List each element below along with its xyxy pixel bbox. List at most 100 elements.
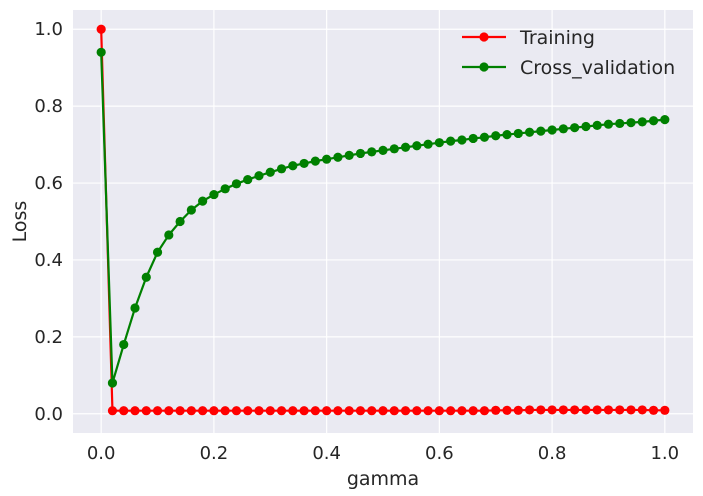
legend-marker	[479, 32, 489, 42]
data-point	[412, 406, 422, 416]
data-point	[231, 179, 242, 189]
data-point	[660, 114, 670, 125]
data-point	[479, 406, 490, 416]
data-point	[243, 406, 253, 416]
data-point	[378, 145, 388, 155]
x-tick-label: 0.6	[425, 443, 454, 464]
data-point	[457, 135, 467, 145]
data-point	[119, 339, 129, 350]
data-point	[491, 405, 501, 415]
data-point	[220, 406, 230, 416]
legend-entry: Training	[462, 27, 595, 49]
y-axis-label: Loss	[9, 201, 31, 243]
data-point	[288, 161, 298, 171]
data-point	[152, 247, 163, 257]
data-point	[524, 127, 535, 137]
legend: Training Cross_validation	[462, 27, 675, 79]
data-point	[265, 406, 275, 416]
data-point	[355, 406, 366, 416]
data-point	[660, 405, 670, 415]
data-point	[367, 147, 377, 157]
data-point	[615, 405, 625, 415]
data-point	[130, 406, 140, 416]
data-point	[434, 406, 444, 416]
grid-lines	[73, 10, 693, 433]
data-point	[491, 131, 501, 141]
data-point	[254, 171, 264, 181]
data-point	[152, 406, 163, 416]
data-point	[96, 24, 106, 34]
data-point	[457, 406, 467, 416]
data-point	[243, 174, 253, 185]
data-point	[299, 158, 309, 169]
data-point	[265, 167, 275, 177]
data-point	[299, 406, 309, 416]
data-point	[254, 406, 264, 416]
data-point	[175, 216, 185, 227]
data-point	[378, 406, 388, 416]
data-point	[209, 189, 219, 200]
x-tick-label: 1.0	[650, 443, 679, 464]
data-point	[547, 405, 557, 415]
data-point	[119, 406, 129, 416]
data-point	[570, 123, 580, 133]
tick-labels: 0.0 0.2 0.4 0.6 0.8 1.0 0.0 0.2 0.4 0.6 0.8 1.0	[34, 19, 679, 464]
data-point	[333, 152, 343, 162]
data-point	[322, 154, 332, 164]
data-point	[288, 406, 298, 416]
data-point	[423, 406, 433, 416]
y-tick-label: 0.2	[34, 327, 63, 348]
x-axis-label: gamma	[347, 468, 419, 490]
legend-label: Training	[519, 27, 595, 49]
data-point	[344, 150, 354, 160]
data-point	[423, 139, 433, 149]
y-tick-label: 0.4	[34, 250, 63, 271]
data-point	[637, 117, 647, 127]
legend-marker	[479, 62, 489, 72]
data-point	[175, 406, 185, 416]
data-point	[389, 406, 399, 416]
data-point	[276, 406, 287, 416]
data-point	[310, 156, 320, 166]
data-point	[570, 405, 580, 415]
data-point	[198, 406, 208, 416]
data-point	[164, 230, 174, 240]
data-point	[502, 405, 512, 415]
data-point	[333, 406, 343, 416]
data-point	[468, 133, 478, 144]
data-point	[558, 405, 568, 415]
data-point	[637, 405, 647, 415]
data-point	[547, 125, 557, 135]
x-tick-label: 0.0	[87, 443, 116, 464]
data-point	[389, 144, 399, 154]
data-point	[186, 205, 196, 215]
data-point	[164, 406, 174, 416]
data-point	[648, 405, 659, 415]
data-point	[536, 126, 546, 136]
data-point	[310, 406, 320, 416]
data-point	[446, 406, 456, 416]
data-point	[276, 164, 287, 174]
data-point	[592, 120, 602, 130]
y-tick-label: 0.8	[34, 96, 63, 117]
data-point	[220, 184, 230, 194]
data-point	[615, 118, 625, 129]
x-tick-label: 0.4	[312, 443, 341, 464]
data-point	[502, 129, 512, 140]
data-point	[130, 303, 140, 313]
data-point	[581, 121, 591, 132]
data-point	[344, 406, 354, 416]
data-point	[322, 406, 332, 416]
data-point	[592, 405, 602, 415]
data-point	[603, 119, 614, 129]
y-tick-label: 0.6	[34, 173, 63, 194]
y-tick-label: 0.0	[34, 404, 63, 425]
data-point	[536, 405, 546, 415]
data-point	[186, 406, 196, 416]
series-training	[96, 24, 670, 416]
x-tick-label: 0.2	[200, 443, 229, 464]
data-point	[434, 138, 444, 148]
x-tick-label: 0.8	[538, 443, 567, 464]
data-point	[412, 141, 422, 151]
